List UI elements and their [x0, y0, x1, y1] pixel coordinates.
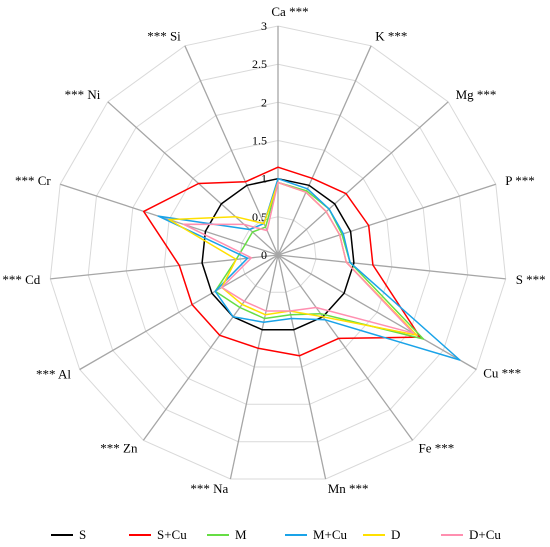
legend-item: D	[363, 527, 400, 542]
significance-stars: ***	[100, 440, 123, 455]
tick-label: 3	[261, 19, 267, 33]
series-line-m-plus-cu	[157, 177, 461, 361]
category-name: Zn	[123, 440, 138, 455]
grid-ring	[87, 63, 469, 443]
tick-label: 2	[261, 95, 267, 109]
category-label-s: S ***	[516, 272, 546, 287]
axis-spoke	[277, 254, 477, 371]
category-name: Cr	[38, 173, 52, 188]
category-label-p: P ***	[505, 173, 535, 188]
grid-ring	[239, 216, 317, 293]
chart-legend: S S+Cu M M+Cu D D+Cu	[51, 527, 501, 542]
significance-stars: ***	[346, 481, 369, 496]
significance-stars: ***	[65, 87, 88, 102]
axis-spoke	[79, 254, 279, 371]
legend-label: D	[391, 527, 400, 542]
legend-label: S+Cu	[157, 527, 187, 542]
category-name: Cu	[483, 366, 499, 381]
category-label-al: *** Al	[36, 367, 71, 382]
series-lines	[142, 166, 461, 361]
tick-label: 2.5	[252, 57, 267, 71]
legend-item: S	[51, 527, 86, 542]
category-label-ca: Ca ***	[271, 4, 308, 19]
axis-spoke	[142, 254, 279, 441]
axis-spoke	[50, 254, 279, 280]
category-labels: Ca ***K ***Mg ***P ***S ***Cu ***Fe ***M…	[2, 4, 545, 496]
category-label-cu: Cu ***	[483, 366, 521, 381]
category-name: P	[505, 173, 512, 188]
tick-label: 0.5	[252, 210, 267, 224]
legend-label: S	[79, 527, 86, 542]
series-line-d-plus-cu	[182, 181, 415, 334]
category-name: Ni	[87, 87, 100, 102]
tick-labels: 0 0.5 1 1.5 2 2.5 3	[252, 19, 267, 262]
legend-label: M+Cu	[313, 527, 348, 542]
category-name: Al	[58, 367, 71, 382]
significance-stars: ***	[36, 367, 58, 382]
category-label-mn: Mn ***	[328, 481, 369, 496]
axis-spoke	[277, 183, 497, 256]
category-name: Mn	[328, 481, 347, 496]
chart-spokes	[50, 26, 506, 480]
significance-stars: ***	[2, 272, 25, 287]
tick-label: 1.5	[252, 134, 267, 148]
category-name: Mg	[456, 87, 475, 102]
category-label-k: K ***	[375, 29, 407, 44]
significance-stars: ***	[385, 29, 408, 44]
axis-spoke	[277, 45, 372, 256]
significance-stars: ***	[498, 366, 521, 381]
tick-label: 0	[261, 248, 267, 262]
significance-stars: ***	[523, 272, 546, 287]
legend-label: M	[235, 527, 247, 542]
significance-stars: ***	[286, 4, 309, 19]
category-name: Na	[213, 481, 228, 496]
grid-ring	[125, 101, 431, 405]
category-label-ni: *** Ni	[65, 87, 101, 102]
legend-label: D+Cu	[469, 527, 501, 542]
axis-spoke	[277, 254, 327, 480]
category-label-fe: Fe ***	[419, 440, 455, 455]
legend-item: S+Cu	[129, 527, 187, 542]
significance-stars: ***	[15, 173, 38, 188]
legend-item: M	[207, 527, 247, 542]
category-label-si: *** Si	[147, 29, 181, 44]
significance-stars: ***	[190, 481, 213, 496]
significance-stars: ***	[432, 440, 455, 455]
category-label-cr: *** Cr	[15, 173, 51, 188]
series-line-s-plus-cu	[142, 166, 421, 357]
tick-label: 1	[261, 172, 267, 186]
axis-spoke	[277, 254, 506, 280]
category-label-mg: Mg ***	[456, 87, 497, 102]
category-name: S	[516, 272, 523, 287]
significance-stars: ***	[474, 87, 497, 102]
legend-item: M+Cu	[285, 527, 348, 542]
axis-spoke	[277, 101, 449, 256]
category-name: Si	[170, 29, 181, 44]
axis-spoke	[277, 254, 414, 441]
significance-stars: ***	[512, 173, 535, 188]
category-name: K	[375, 29, 385, 44]
category-label-na: *** Na	[190, 481, 228, 496]
category-name: Ca	[271, 4, 286, 19]
grid-ring	[163, 139, 393, 368]
category-name: Cd	[25, 272, 41, 287]
legend-item: D+Cu	[441, 527, 501, 542]
axis-spoke	[184, 45, 279, 256]
significance-stars: ***	[147, 29, 170, 44]
category-label-zn: *** Zn	[100, 440, 138, 455]
category-name: Fe	[419, 440, 432, 455]
axis-spoke	[229, 254, 279, 480]
grid-ring	[49, 25, 507, 480]
category-label-cd: *** Cd	[2, 272, 40, 287]
series-line-d	[168, 181, 418, 336]
